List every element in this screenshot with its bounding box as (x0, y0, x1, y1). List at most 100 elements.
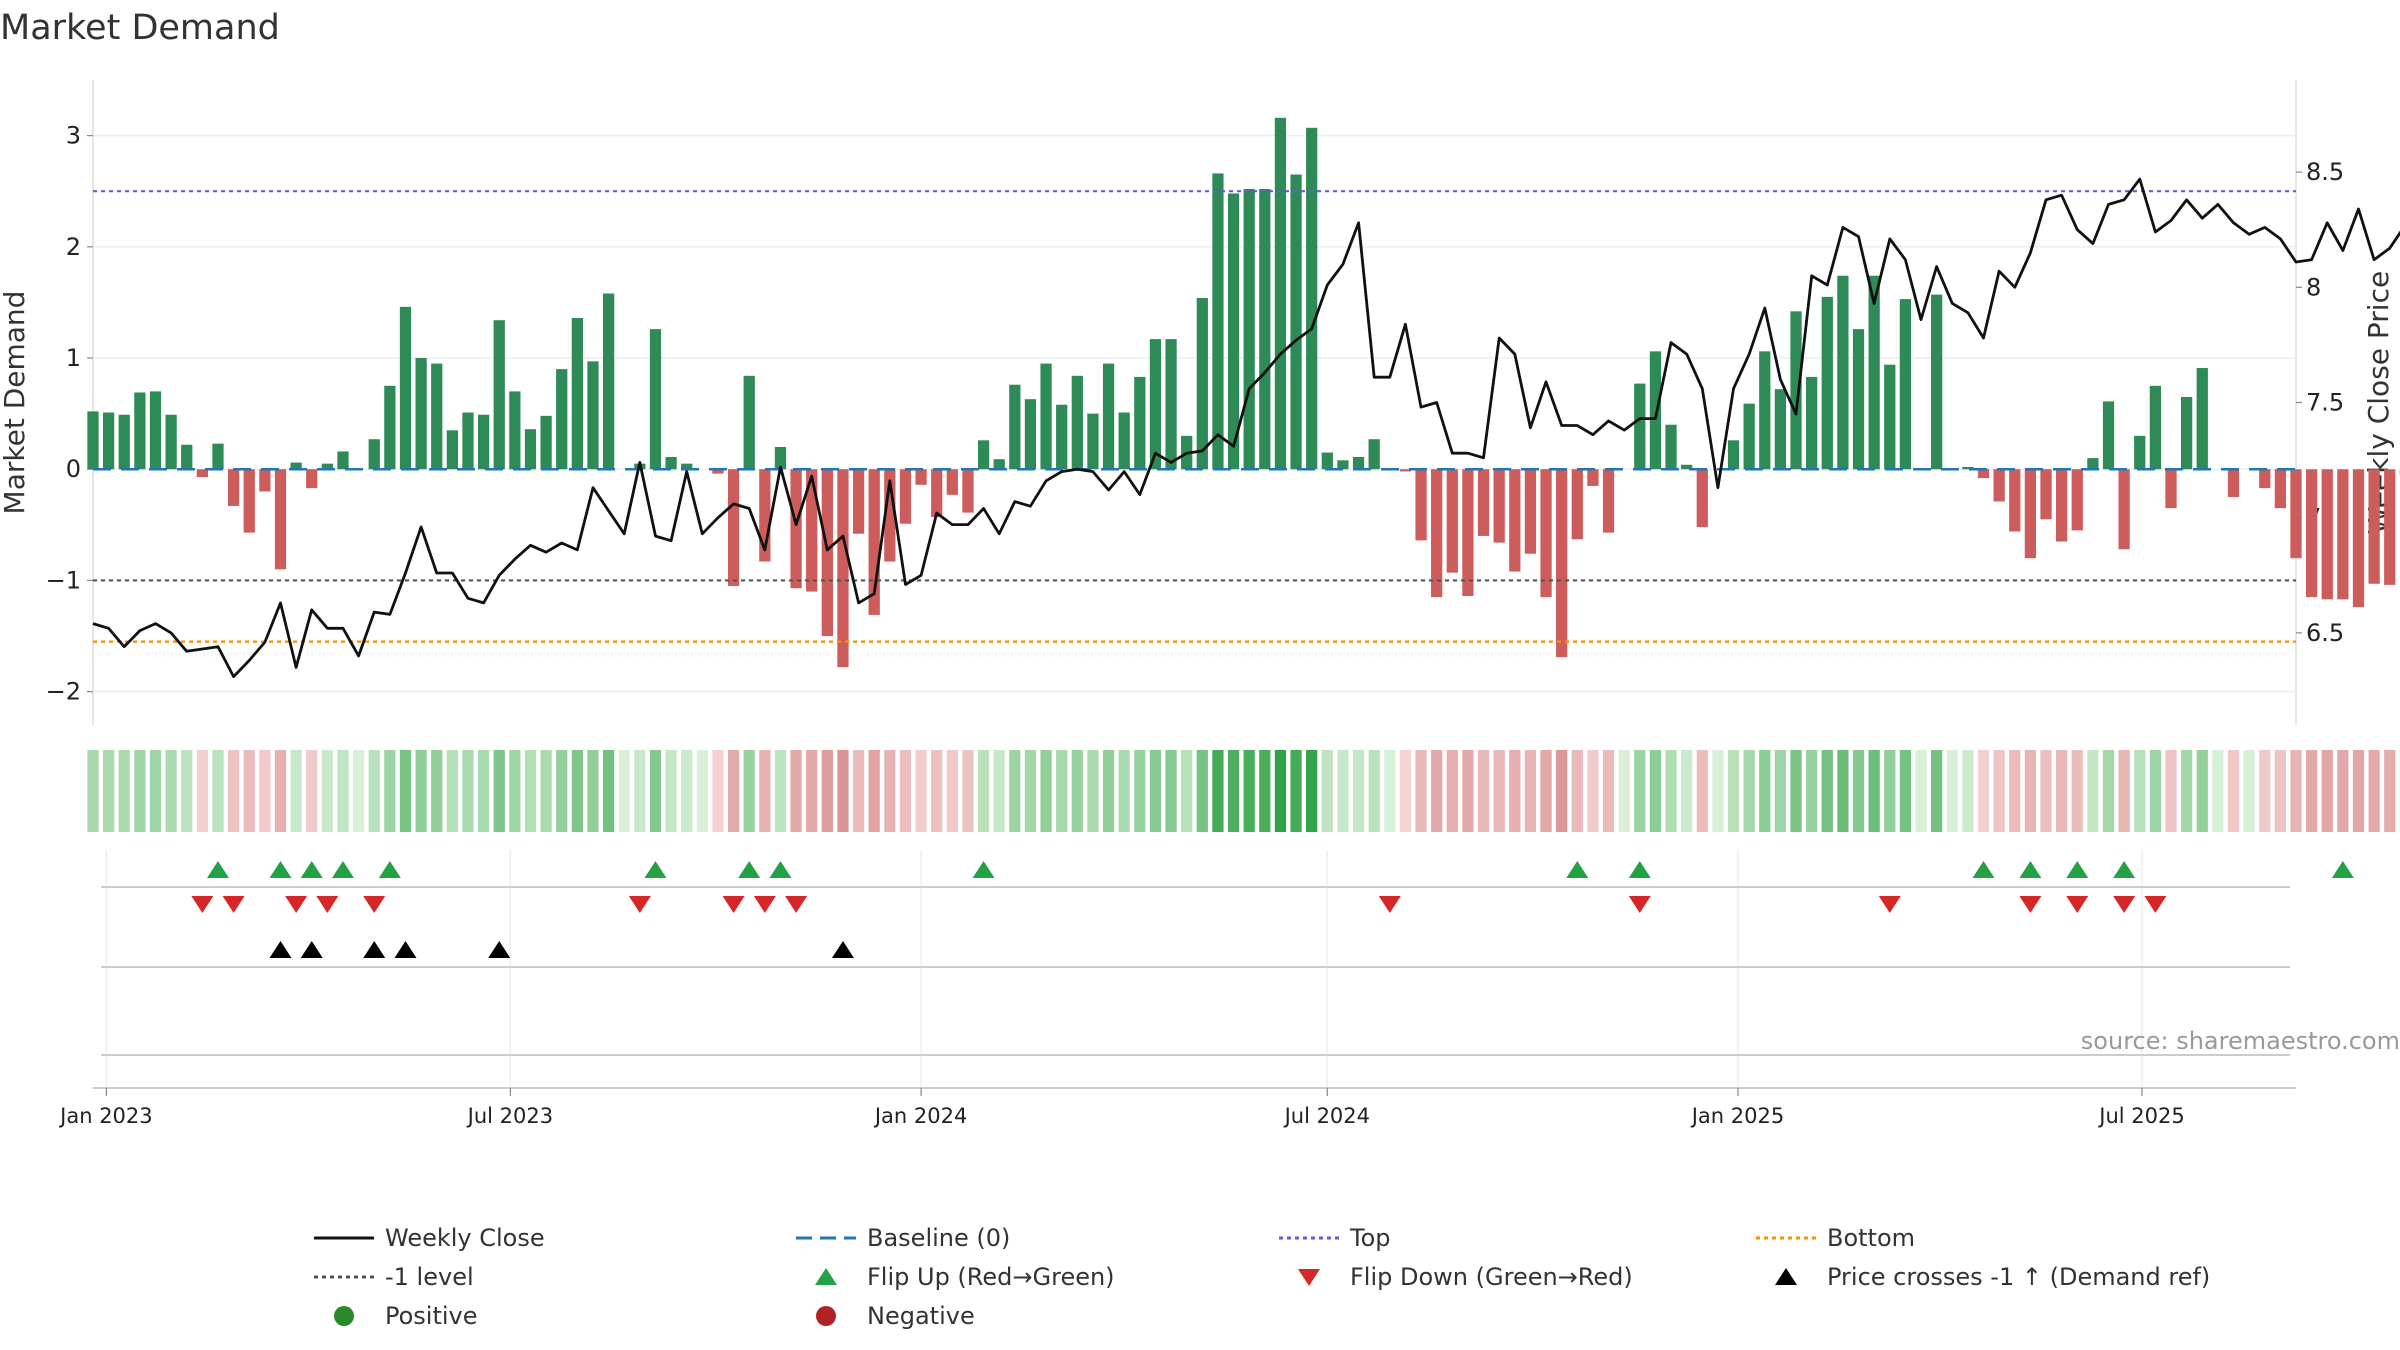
heat-strip-cell (618, 750, 630, 832)
heat-strip-cell (306, 750, 318, 832)
demand-bar (2259, 469, 2271, 489)
heat-strip-cell (2134, 750, 2146, 832)
demand-bar (1024, 399, 1037, 470)
demand-bar (1665, 424, 1677, 470)
demand-bar (1306, 127, 1318, 470)
heat-strip-cell (274, 750, 287, 832)
x-tick-label: Jul 2024 (1283, 1104, 1370, 1128)
heat-strip-cell (2274, 750, 2287, 832)
heat-strip-cell (1899, 750, 1912, 832)
legend-label: Negative (867, 1302, 975, 1330)
flip-down-marker (1378, 896, 1401, 913)
demand-bar (1165, 339, 1177, 470)
heat-strip-cell (1009, 750, 1021, 832)
heat-strip-cell (1509, 750, 1521, 832)
flip-down-marker (753, 896, 776, 913)
heat-strip-cell (977, 750, 990, 832)
flip-down-marker (191, 896, 214, 913)
heat-strip-cell (1196, 750, 1208, 832)
heat-strip-cell (384, 750, 396, 832)
heat-strip-cell (2118, 750, 2130, 832)
heat-strip-cell (1431, 750, 1443, 832)
heat-strip-cell (1681, 750, 1693, 832)
demand-bar (1524, 469, 1537, 554)
heat-strip-cell (587, 750, 599, 832)
heat-strip-cell (2009, 750, 2021, 832)
heat-strip-cell (352, 750, 365, 832)
demand-bar (87, 411, 99, 470)
price-cross-marker (269, 941, 292, 958)
heat-strip-cell (2305, 750, 2318, 832)
heat-strip-cell (852, 750, 865, 832)
x-tick-label: Jul 2023 (466, 1104, 553, 1128)
demand-bar (2181, 396, 2193, 470)
heat-strip-cell (1977, 750, 1990, 832)
demand-bar (509, 391, 521, 470)
heat-strip-cell (493, 750, 505, 832)
flip-down-marker (1878, 896, 1901, 913)
heat-strip-cell (1384, 750, 1396, 832)
flip-up-marker (769, 861, 792, 878)
heat-strip-cell (2337, 750, 2349, 832)
demand-bar (1727, 440, 1740, 470)
heat-strip-cell (2196, 750, 2208, 832)
heat-strip-cell (899, 750, 912, 832)
heat-strip-cell (1618, 750, 1630, 832)
heat-strip-cell (1290, 750, 1302, 832)
x-tick-label: Jan 2025 (1690, 1104, 1785, 1128)
heat-strip-cell (1931, 750, 1943, 832)
flip-down-marker (628, 896, 651, 913)
heat-strip-cell (1587, 750, 1599, 832)
demand-bar (2368, 469, 2380, 584)
demand-bar (1446, 469, 1458, 573)
demand-bar (852, 469, 865, 534)
flip-up-marker (269, 861, 292, 878)
flip-up-marker (206, 861, 229, 878)
price-cross-marker (831, 941, 854, 958)
demand-bar (524, 429, 537, 470)
legend-item: Price crosses -1 ↑ (Demand ref) (1775, 1263, 2210, 1291)
heat-strip-cell (2024, 750, 2037, 832)
flip-up-marker (972, 861, 995, 878)
demand-bar (1696, 469, 1708, 528)
demand-bar (1790, 311, 1802, 470)
heat-strip-cell (1071, 750, 1083, 832)
heat-strip-cell (1946, 750, 1958, 832)
legend-label: Flip Down (Green→Red) (1350, 1263, 1633, 1291)
heat-strip-cell (1743, 750, 1755, 832)
demand-bar (946, 469, 958, 495)
heat-strip-cell (1852, 750, 1865, 832)
heat-strip-cell (1524, 750, 1537, 832)
left-tick-label: 3 (66, 122, 81, 150)
heat-strip-cell (415, 750, 427, 832)
demand-bar (1602, 469, 1615, 533)
demand-bar (977, 440, 990, 470)
heat-strip-cell (212, 750, 224, 832)
heat-strip-cell (290, 750, 302, 832)
demand-bar (1149, 339, 1162, 470)
demand-bar (2305, 469, 2318, 598)
heat-strip-cell (1227, 750, 1240, 832)
flip-down-marker (222, 896, 245, 913)
flip-up-marker (2113, 861, 2136, 878)
heat-strip-cell (462, 750, 474, 832)
heat-strip-cell (368, 750, 380, 832)
heat-strip-cell (884, 750, 896, 832)
legend-swatch (1298, 1269, 1320, 1286)
demand-bar (1071, 375, 1083, 470)
demand-bar (1493, 469, 1505, 543)
heat-strip-cell (1821, 750, 1833, 832)
demand-bar (2196, 368, 2208, 470)
demand-bar (1587, 469, 1599, 486)
legend-swatch (816, 1306, 836, 1326)
heat-strip-cell (2071, 750, 2083, 832)
demand-bar (2384, 469, 2396, 585)
heat-strip-cell (1571, 750, 1583, 832)
flip-up-marker (331, 861, 354, 878)
demand-bar (1852, 329, 1865, 470)
heat-strip-cell (681, 750, 693, 832)
demand-bar (1993, 469, 2005, 502)
heat-strip-cell (1259, 750, 1271, 832)
heat-strip-cell (1087, 750, 1099, 832)
demand-bar (1134, 376, 1146, 470)
